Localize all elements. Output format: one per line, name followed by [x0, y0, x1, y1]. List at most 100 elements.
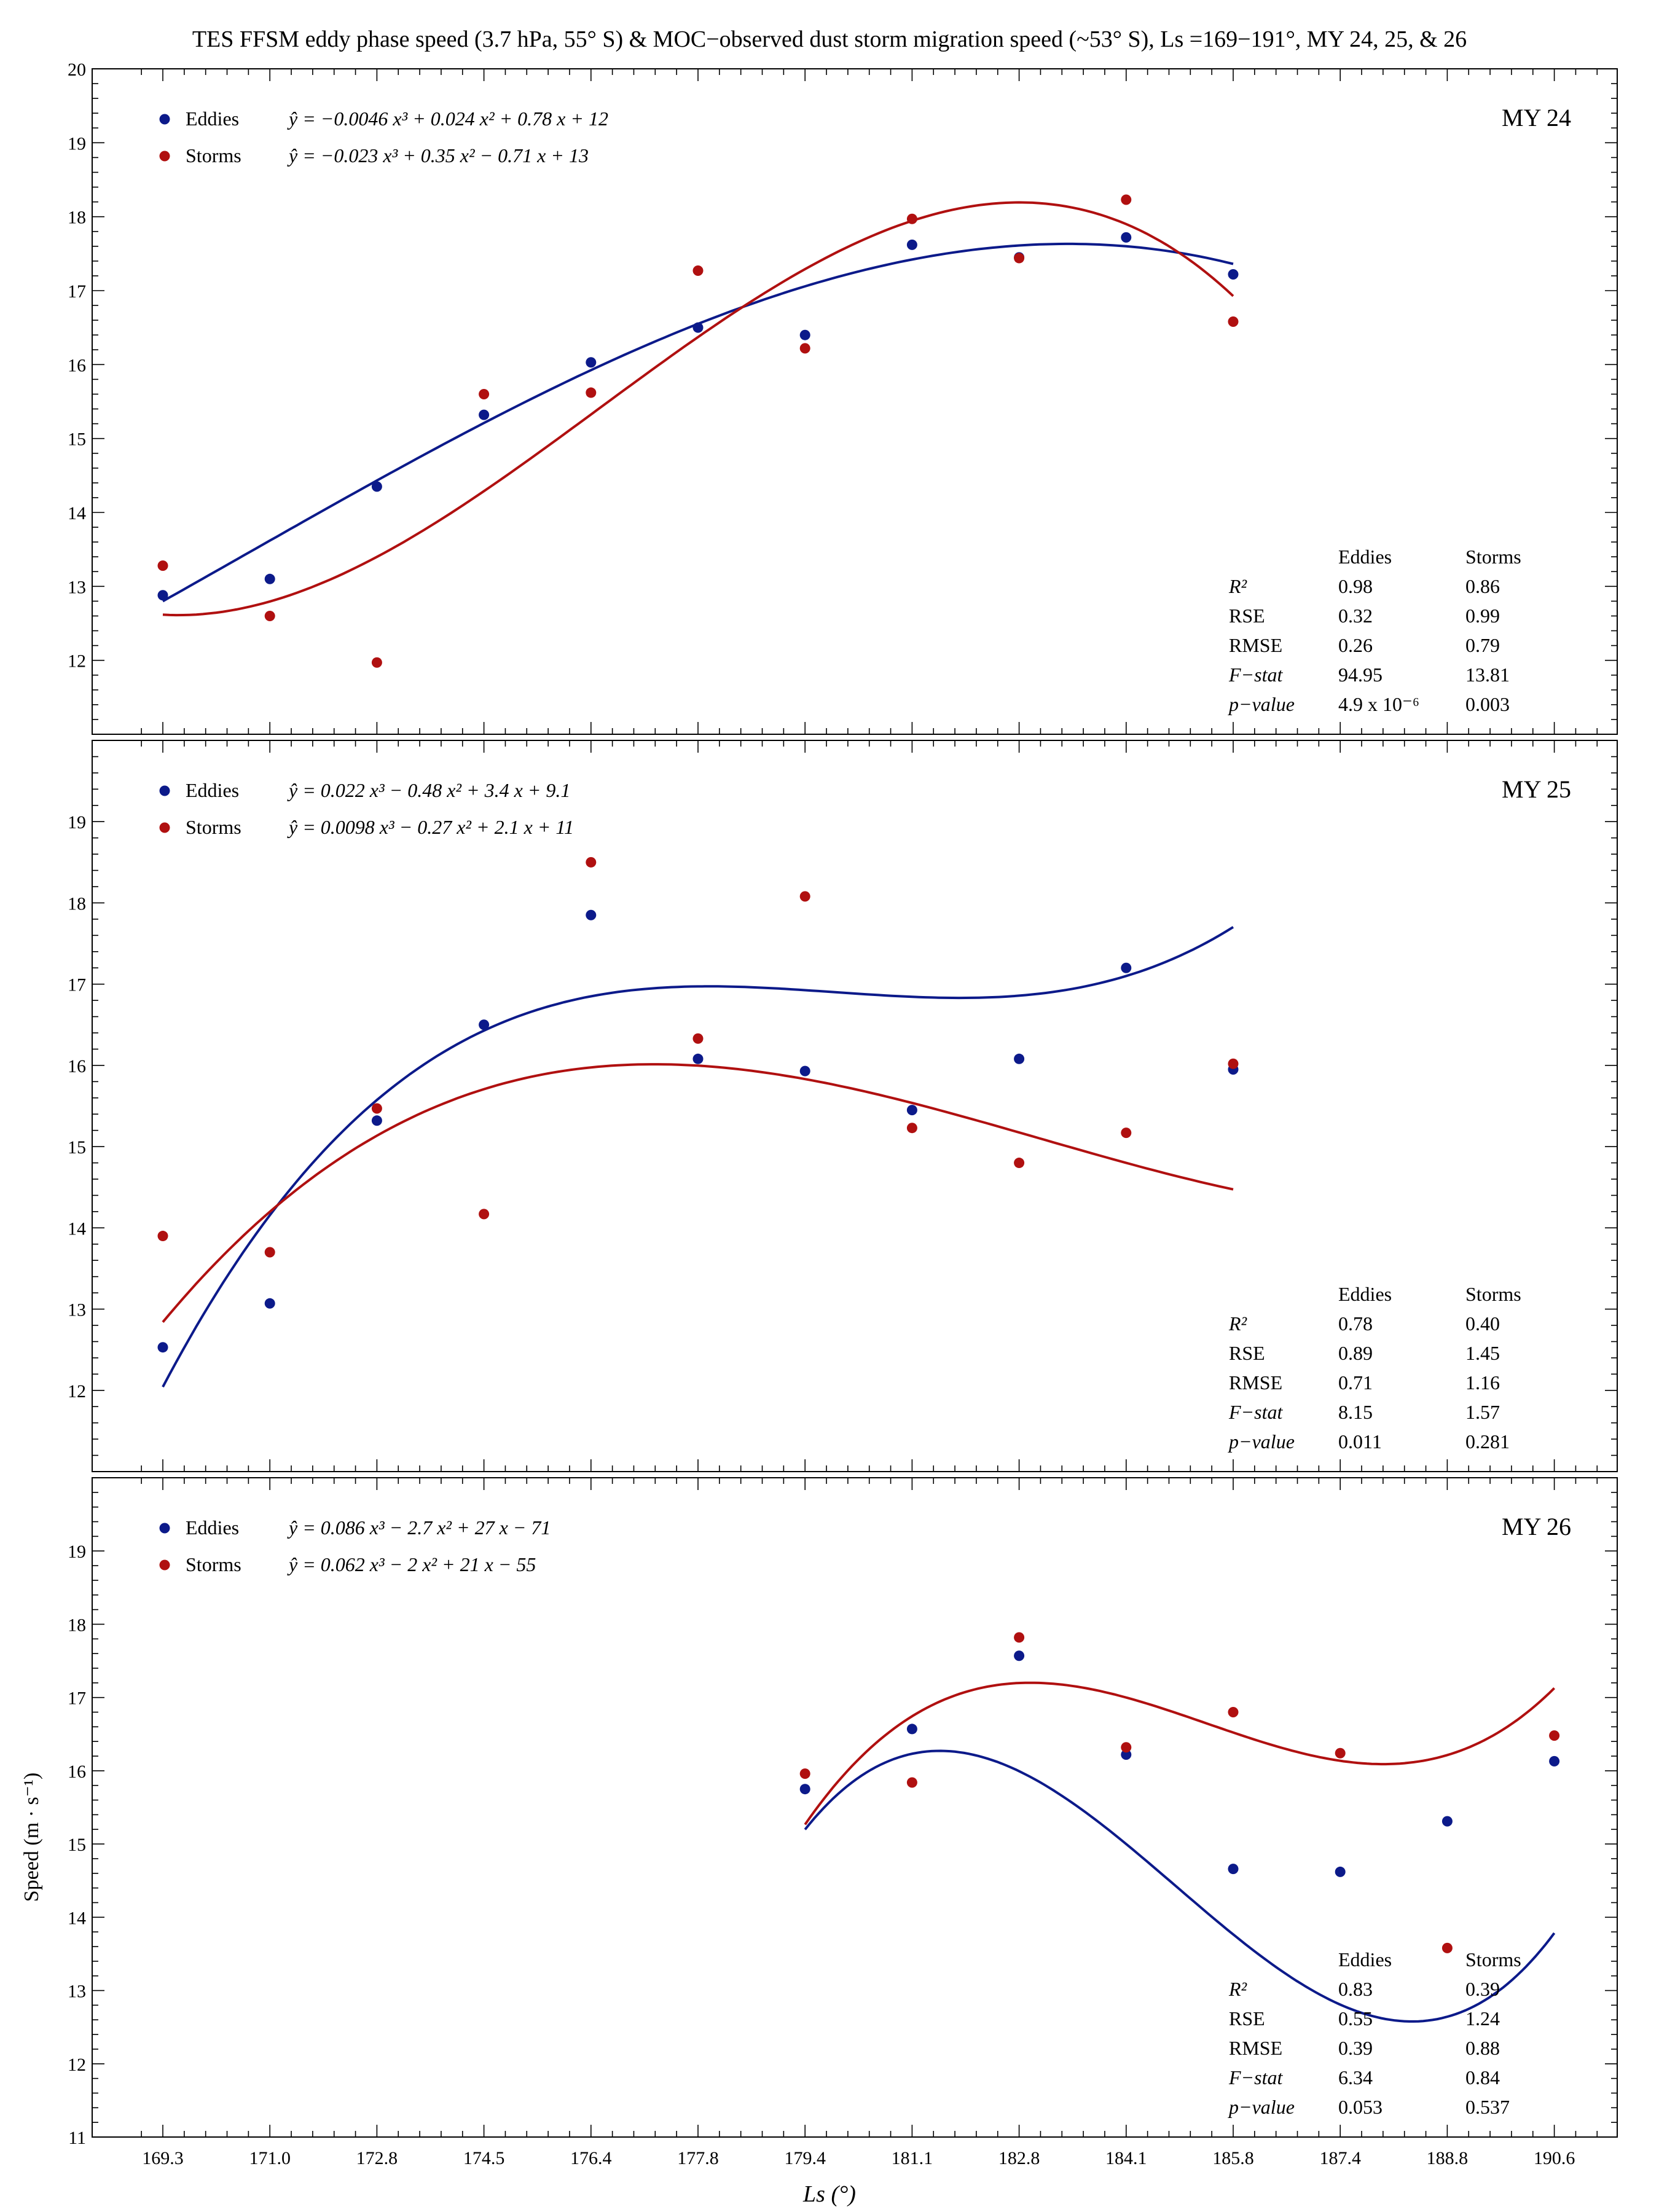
x-tick-label: 174.5 — [463, 2148, 505, 2168]
storms-point — [1121, 1128, 1132, 1139]
fit-equation: ŷ = 0.086 x³ − 2.7 x² + 27 x − 71 — [287, 1516, 551, 1539]
stats-value-eddies: 4.9 x 10⁻⁶ — [1338, 693, 1419, 715]
storms-point — [1228, 1707, 1239, 1718]
eddies-point — [1441, 1816, 1453, 1827]
stats-row-label: RSE — [1229, 1342, 1265, 1364]
y-tick-label: 13 — [68, 577, 86, 597]
stats-value-storms: 0.003 — [1465, 693, 1510, 715]
legend-label: Storms — [186, 1553, 241, 1575]
x-tick-label: 184.1 — [1105, 2148, 1147, 2168]
storms-point — [1121, 194, 1132, 205]
eddies-point — [371, 1115, 382, 1126]
legend-marker — [159, 1523, 170, 1534]
eddies-point — [479, 1019, 490, 1030]
storms-point — [157, 1231, 168, 1242]
legend-label: Storms — [186, 144, 241, 167]
eddies-point — [692, 322, 704, 333]
y-tick-label: 16 — [68, 355, 86, 375]
x-tick-label: 182.8 — [998, 2148, 1040, 2168]
eddies-point — [371, 481, 382, 492]
y-tick-label: 17 — [68, 975, 86, 995]
storms-point — [1014, 253, 1025, 264]
storms-fit-line — [162, 201, 1234, 617]
y-tick-label: 12 — [68, 651, 86, 672]
storms-point — [1228, 316, 1239, 327]
y-tick-label: 15 — [68, 429, 86, 450]
fit-equation: ŷ = 0.062 x³ − 2 x² + 21 x − 55 — [287, 1553, 536, 1575]
stats-row-label: RMSE — [1229, 1371, 1282, 1394]
eddies-point — [1014, 1650, 1025, 1661]
stats-value-storms: 0.86 — [1465, 575, 1500, 597]
storms-fit-line — [162, 1063, 1234, 1323]
stats-value-storms: 0.79 — [1465, 634, 1500, 656]
eddies-point — [1121, 962, 1132, 973]
stats-value-storms: 0.84 — [1465, 2066, 1500, 2088]
y-tick-label: 17 — [68, 281, 86, 302]
stats-row-label: R² — [1228, 575, 1248, 597]
x-tick-label: 172.8 — [356, 2148, 398, 2168]
y-axis-label: Speed (m · s⁻¹) — [20, 1773, 43, 1902]
eddies-point — [906, 1105, 917, 1116]
stats-value-eddies: 0.55 — [1338, 2007, 1373, 2030]
eddies-point — [157, 1342, 168, 1353]
stats-row-label: RSE — [1229, 605, 1265, 627]
eddies-point — [264, 1298, 275, 1309]
y-tick-label: 19 — [68, 133, 86, 154]
stats-header-storms: Storms — [1465, 1283, 1521, 1305]
storms-point — [1441, 1942, 1453, 1953]
x-tick-label: 179.4 — [784, 2148, 826, 2168]
x-tick-label: 169.3 — [142, 2148, 184, 2168]
eddies-point — [799, 329, 810, 340]
stats-value-eddies: 0.78 — [1338, 1312, 1373, 1335]
x-tick-label: 181.1 — [892, 2148, 933, 2168]
storms-point — [371, 657, 382, 668]
stats-header-eddies: Eddies — [1338, 546, 1392, 568]
legend-marker — [159, 785, 170, 796]
y-tick-label: 16 — [68, 1056, 86, 1077]
stats-value-storms: 1.24 — [1465, 2007, 1500, 2030]
stats-header-eddies: Eddies — [1338, 1283, 1392, 1305]
storms-fit-line — [804, 1681, 1556, 1826]
panel-my-25: 12 13 14 15 16 17 18 19 MY 25 Eddies ŷ = 0.022 x³ … — [68, 740, 1618, 1472]
storms-point — [586, 857, 597, 868]
legend-marker — [159, 151, 170, 162]
stats-row-label: F−stat — [1228, 2066, 1283, 2088]
stats-row-label: F−stat — [1228, 664, 1283, 686]
eddies-point — [157, 590, 168, 601]
storms-point — [1014, 1158, 1025, 1169]
eddies-point — [479, 409, 490, 420]
x-tick-label: 185.8 — [1212, 2148, 1254, 2168]
storms-point — [1121, 1742, 1132, 1753]
storms-point — [586, 387, 597, 398]
eddies-point — [1121, 232, 1132, 243]
eddies-point — [1228, 269, 1239, 280]
stats-value-eddies: 0.26 — [1338, 634, 1373, 656]
stats-value-storms: 0.88 — [1465, 2037, 1500, 2059]
stats-value-eddies: 0.053 — [1338, 2096, 1382, 2118]
panel-label: MY 25 — [1502, 775, 1571, 803]
y-tick-label: 19 — [68, 1542, 86, 1562]
stats-value-eddies: 0.71 — [1338, 1371, 1373, 1394]
eddies-point — [692, 1053, 704, 1064]
stats-value-eddies: 0.98 — [1338, 575, 1373, 597]
x-axis-label: Ls (°) — [802, 2181, 856, 2207]
stats-header-storms: Storms — [1465, 1948, 1521, 1971]
y-tick-label: 16 — [68, 1762, 86, 1782]
eddies-fit-line — [162, 242, 1234, 603]
fit-equation: ŷ = 0.022 x³ − 0.48 x² + 3.4 x + 9.1 — [287, 779, 570, 801]
storms-point — [1228, 1058, 1239, 1069]
stats-value-eddies: 8.15 — [1338, 1401, 1373, 1423]
storms-point — [371, 1103, 382, 1114]
legend-marker — [159, 1559, 170, 1571]
stats-value-storms: 0.99 — [1465, 605, 1500, 627]
stats-value-eddies: 94.95 — [1338, 664, 1382, 686]
eddies-point — [264, 573, 275, 584]
stats-row-label: R² — [1228, 1312, 1248, 1335]
y-tick-label: 18 — [68, 1615, 86, 1635]
fit-equation: ŷ = −0.0046 x³ + 0.024 x² + 0.78 x + 12 — [287, 108, 608, 130]
eddies-fit-line — [162, 926, 1234, 1388]
stats-value-storms: 1.16 — [1465, 1371, 1500, 1394]
eddies-point — [1335, 1866, 1346, 1877]
stats-row-label: F−stat — [1228, 1401, 1283, 1423]
stats-value-storms: 0.40 — [1465, 1312, 1500, 1335]
